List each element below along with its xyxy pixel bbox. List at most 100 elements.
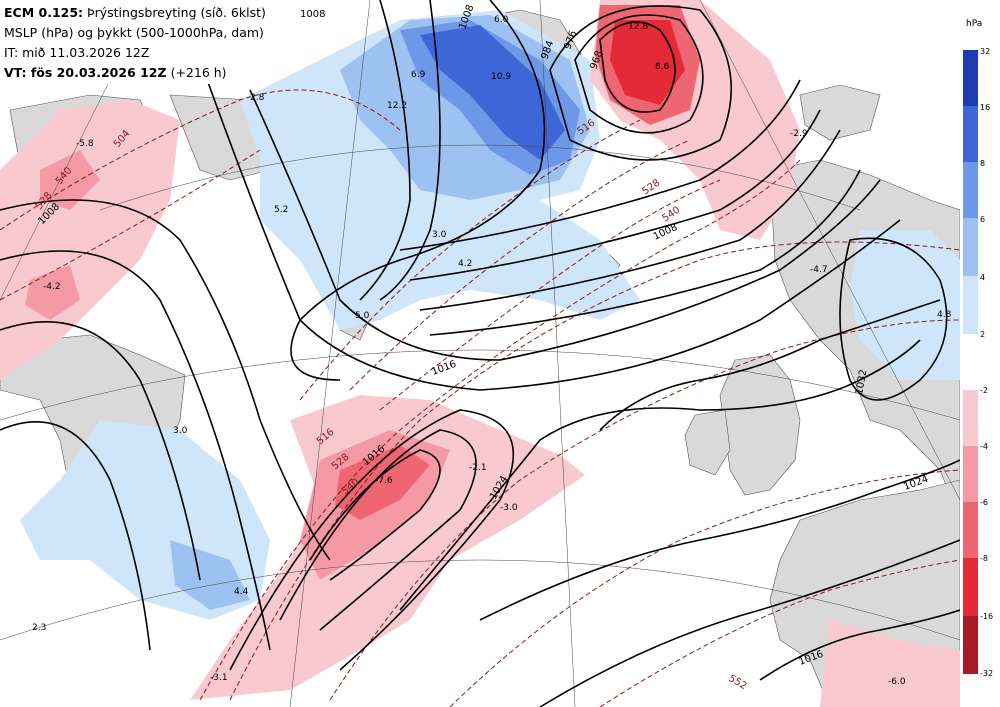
valid-time: VT: fös 20.03.2026 12Z (4, 65, 167, 80)
isobar (574, 14, 704, 134)
isobar (309, 449, 441, 581)
pchange-label: -6.0 (888, 677, 906, 687)
pchange-label: 2.8 (250, 93, 265, 103)
isobar (419, 129, 841, 311)
legend-swatch (963, 558, 978, 616)
isobar (759, 609, 960, 681)
isobar (249, 89, 881, 361)
legend-rising-ticks: 32 16 8 6 4 2 (980, 47, 990, 339)
isobar (0, 250, 271, 651)
legend-tick: -32 (980, 669, 993, 678)
fall-zone-atlantic-core (335, 445, 430, 520)
pchange-label: 5.2 (274, 205, 288, 215)
pchange-label: -5.8 (76, 139, 94, 149)
fall-zone-atlantic (190, 395, 585, 700)
thickness-line (0, 89, 401, 231)
fall-zone-europe (820, 620, 960, 707)
legend-swatch (963, 218, 978, 276)
pchange-label: 4.4 (234, 587, 249, 597)
graticule-line (0, 349, 960, 421)
isobars (0, 0, 960, 707)
land-svalbard (799, 84, 881, 141)
pchange-label: -4.2 (43, 282, 61, 292)
isobar (0, 321, 201, 581)
graticule-line (289, 0, 371, 707)
pchange-label: 6.0 (494, 15, 509, 25)
isobar (409, 109, 821, 281)
pchange-label: -4.7 (810, 265, 828, 275)
pchange-label: 3.0 (173, 426, 188, 436)
isobar (839, 237, 948, 401)
graticule-line (539, 0, 576, 707)
isobar (379, 0, 441, 301)
legend-swatch (963, 106, 978, 162)
legend-tick: 8 (980, 159, 985, 168)
graticule (0, 0, 960, 707)
graticule-line (99, 144, 861, 211)
thickness-line (329, 319, 960, 701)
isobar (399, 339, 921, 611)
legend-tick: -16 (980, 612, 993, 621)
legend-tick: -6 (980, 498, 988, 507)
info-line-model: ECM 0.125: Þrýstingsbreyting (síð. 6klst… (4, 3, 268, 23)
legend-falling-ticks: -2 -4 -6 -8 -16 -32 (980, 386, 993, 678)
isobar (0, 199, 331, 561)
isobar-label: 1008 (300, 9, 325, 20)
pchange-label: 4.8 (937, 310, 952, 320)
legend-falling-bar (963, 390, 978, 674)
pchange-label: 4.2 (458, 259, 472, 269)
legend-tick: 32 (980, 47, 990, 56)
legend-tick: 6 (980, 215, 985, 224)
pchange-label: -2.1 (469, 463, 487, 473)
model-name: ECM 0.125: (4, 5, 84, 20)
rise-zone-south-mid (170, 540, 250, 610)
isobar (549, 5, 733, 161)
pchange-label: 2.3 (32, 623, 46, 633)
pchange-label: -3.0 (500, 503, 518, 513)
legend-swatch (963, 446, 978, 502)
forecast-info-box: ECM 0.125: Þrýstingsbreyting (síð. 6klst… (0, 0, 268, 84)
legend-rising-bar (963, 50, 978, 334)
isobar (279, 429, 477, 631)
legend-tick: -8 (980, 554, 988, 563)
info-line-fields: MSLP (hPa) og þykkt (500-1000hPa, dam) (4, 25, 264, 40)
isobar (199, 59, 901, 391)
legend-swatch (963, 276, 978, 334)
isobar (399, 79, 801, 251)
legend-swatch (963, 616, 978, 674)
legend-tick: -4 (980, 442, 988, 451)
legend-tick: 2 (980, 330, 985, 339)
pchange-label: 12.2 (387, 101, 407, 111)
pressure-change-labels: 12.8 8.6 12.2 10.9 6.9 6.0 2.8 5.2 4.2 3… (32, 15, 952, 687)
thickness-line (0, 149, 261, 301)
info-line-init-time: IT: mið 11.03.2026 12Z (4, 45, 150, 60)
pchange-label: 10.9 (491, 72, 511, 82)
fall-zone-northeast-core (610, 20, 685, 105)
rise-zone-core (420, 25, 565, 160)
isobar (599, 299, 941, 431)
isobar (229, 409, 515, 671)
isobar (0, 421, 151, 651)
legend-unit: hPa (966, 19, 982, 29)
legend-tick: -2 (980, 386, 988, 395)
thickness-line (199, 159, 801, 701)
isobar (429, 169, 861, 336)
pchange-label: 6.9 (411, 70, 426, 80)
isobar (359, 0, 411, 301)
pchange-label: -7.6 (375, 476, 393, 486)
isobar (479, 459, 960, 621)
weather-map: 12.8 8.6 12.2 10.9 6.9 6.0 2.8 5.2 4.2 3… (0, 0, 960, 707)
pchange-label: 12.8 (628, 22, 648, 32)
thickness-line (599, 559, 960, 707)
pchange-label: 8.6 (655, 62, 670, 72)
rise-zone-norway (850, 230, 960, 380)
isobar (539, 539, 960, 707)
thickness-line (449, 469, 960, 707)
legend-swatch (963, 50, 978, 106)
legend-swatch (963, 162, 978, 218)
isobar (290, 0, 546, 381)
thickness-line (299, 119, 641, 401)
thickness-line (349, 139, 691, 391)
pchange-label: 5.0 (355, 311, 370, 321)
info-line-valid-time: VT: fös 20.03.2026 12Z (+216 h) (4, 63, 268, 83)
